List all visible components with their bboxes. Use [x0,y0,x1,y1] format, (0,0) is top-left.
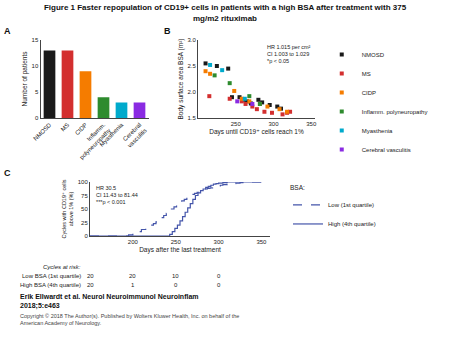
svg-text:MS: MS [60,122,71,133]
svg-text:5: 5 [35,89,39,95]
svg-text:2.0: 2.0 [187,89,196,95]
svg-text:BSA:: BSA: [290,184,305,191]
svg-text:HR 30.5CI 11.43 to 81.44***p <: HR 30.5CI 11.43 to 81.44***p < 0.001 [96,185,138,205]
svg-text:B: B [164,26,171,36]
svg-text:Copyright © 2018 The Author(s): Copyright © 2018 The Author(s). Publishe… [20,313,239,326]
svg-text:350: 350 [256,239,267,245]
svg-text:Inflamm.polyneuropathy: Inflamm.polyneuropathy [73,122,112,161]
svg-text:0: 0 [217,273,221,279]
svg-text:50: 50 [81,206,88,212]
svg-text:CIDP: CIDP [74,122,88,136]
svg-text:Inflamm. polyneuropathy: Inflamm. polyneuropathy [362,109,428,115]
svg-text:25: 25 [81,220,88,226]
svg-text:Body surface area BSA (m²): Body surface area BSA (m²) [177,39,185,120]
svg-text:C: C [4,168,11,178]
svg-text:Cycles with CD19⁺ cellsabove 1: Cycles with CD19⁺ cellsabove 1% (%) [61,179,74,238]
svg-text:High (4th quartile): High (4th quartile) [328,221,376,227]
svg-text:CIDP: CIDP [362,90,376,96]
svg-text:0: 0 [174,282,178,288]
svg-text:NMOSD: NMOSD [32,121,53,142]
svg-text:Cerebralvasculitis: Cerebralvasculitis [121,122,148,149]
svg-text:Figure 1 Faster repopulation o: Figure 1 Faster repopulation of CD19+ ce… [44,3,407,22]
svg-text:Cerebral vasculitis: Cerebral vasculitis [362,147,411,153]
svg-text:Myasthenia: Myasthenia [362,128,393,134]
svg-text:10: 10 [32,63,39,69]
svg-text:350: 350 [306,121,317,127]
svg-text:Low BSA (1st quartile): Low BSA (1st quartile) [22,273,81,279]
svg-text:Low (1st quartile): Low (1st quartile) [328,202,374,208]
svg-text:200: 200 [128,239,139,245]
svg-text:300: 300 [268,121,279,127]
svg-text:75: 75 [81,193,88,199]
svg-text:100: 100 [78,179,89,185]
svg-text:300: 300 [214,239,225,245]
svg-text:0: 0 [35,115,39,121]
svg-text:Days until CD19⁺ cells reach 1: Days until CD19⁺ cells reach 1% [209,128,304,136]
svg-text:Myasthenia: Myasthenia [98,121,124,147]
svg-text:10: 10 [172,273,179,279]
svg-text:1.5: 1.5 [187,115,196,121]
svg-text:20: 20 [87,282,94,288]
svg-text:Days after the last treatment: Days after the last treatment [139,246,221,254]
svg-text:0: 0 [84,233,88,239]
svg-text:1: 1 [131,282,135,288]
svg-text:250: 250 [231,121,242,127]
svg-text:Erik Ellwardt et al. Neurol Ne: Erik Ellwardt et al. Neurol Neuroimmunol… [20,293,199,310]
svg-text:High BSA (4th quartile): High BSA (4th quartile) [20,282,81,288]
svg-text:NMOSD: NMOSD [362,52,385,58]
svg-text:250: 250 [171,239,182,245]
svg-text:2.5: 2.5 [187,63,196,69]
svg-text:Number of patients: Number of patients [21,51,29,107]
svg-text:HR 1.015 per cm²CI 1.003 to 1.: HR 1.015 per cm²CI 1.003 to 1.029*p < 0.… [267,44,311,64]
svg-text:A: A [4,26,11,36]
svg-text:20: 20 [87,273,94,279]
svg-text:20: 20 [129,273,136,279]
svg-text:MS: MS [362,71,371,77]
svg-text:15: 15 [32,37,39,43]
svg-text:0: 0 [217,282,221,288]
svg-text:Cycles at risk:: Cycles at risk: [43,264,81,270]
svg-text:3.0: 3.0 [187,37,196,43]
